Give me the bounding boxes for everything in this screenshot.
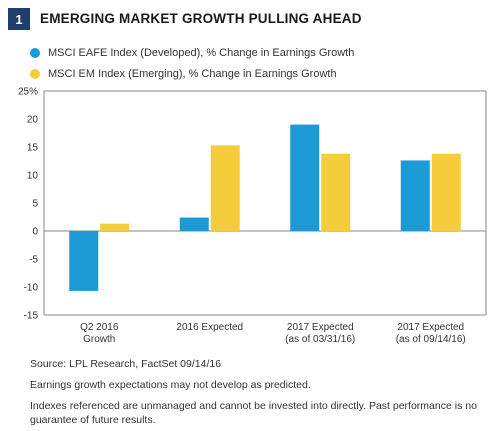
bar-developed bbox=[179, 217, 209, 231]
disclaimer-1: Earnings growth expectations may not dev… bbox=[30, 379, 311, 391]
y-tick-label: 15 bbox=[27, 143, 39, 154]
bar-emerging bbox=[210, 145, 240, 231]
legend-item-developed: MSCI EAFE Index (Developed), % Change in… bbox=[30, 42, 354, 63]
y-tick-label: 5 bbox=[32, 199, 38, 210]
x-tick-label: (as of 09/14/16) bbox=[396, 334, 466, 345]
x-tick-label: 2016 Expected bbox=[176, 322, 243, 333]
legend-swatch-developed bbox=[30, 47, 40, 58]
y-tick-label: 20 bbox=[27, 115, 39, 126]
figure-number-badge: 1 bbox=[8, 8, 30, 30]
figure-header: 1 EMERGING MARKET GROWTH PULLING AHEAD bbox=[8, 8, 492, 32]
legend-item-emerging: MSCI EM Index (Emerging), % Change in Ea… bbox=[30, 63, 354, 84]
legend-label-emerging: MSCI EM Index (Emerging), % Change in Ea… bbox=[48, 67, 337, 80]
y-tick-label: -15 bbox=[24, 311, 39, 322]
x-tick-label: 2017 Expected bbox=[397, 322, 464, 333]
y-tick-label: -10 bbox=[24, 283, 39, 294]
y-tick-label: 25% bbox=[18, 87, 38, 98]
disclaimer-2: Indexes referenced are unmanaged and can… bbox=[30, 400, 477, 426]
bar-emerging bbox=[321, 153, 351, 231]
bar-developed bbox=[69, 231, 99, 291]
x-tick-label: (as of 03/31/16) bbox=[285, 334, 355, 345]
legend-swatch-emerging bbox=[30, 68, 40, 79]
bar-emerging bbox=[100, 223, 130, 231]
legend-label-developed: MSCI EAFE Index (Developed), % Change in… bbox=[48, 46, 355, 59]
x-tick-label: Growth bbox=[83, 334, 115, 345]
source-note: Source: LPL Research, FactSet 09/14/16 bbox=[30, 358, 222, 370]
x-tick-label: Q2 2016 bbox=[80, 322, 119, 333]
y-tick-label: 10 bbox=[27, 171, 39, 182]
x-tick-label: 2017 Expected bbox=[287, 322, 354, 333]
legend: MSCI EAFE Index (Developed), % Change in… bbox=[30, 42, 354, 84]
bar-developed bbox=[400, 160, 430, 231]
y-tick-label: 0 bbox=[32, 227, 38, 238]
bar-developed bbox=[290, 124, 320, 231]
y-tick-label: -5 bbox=[29, 255, 38, 266]
chart-title: EMERGING MARKET GROWTH PULLING AHEAD bbox=[40, 11, 362, 26]
bar-emerging bbox=[431, 153, 461, 231]
